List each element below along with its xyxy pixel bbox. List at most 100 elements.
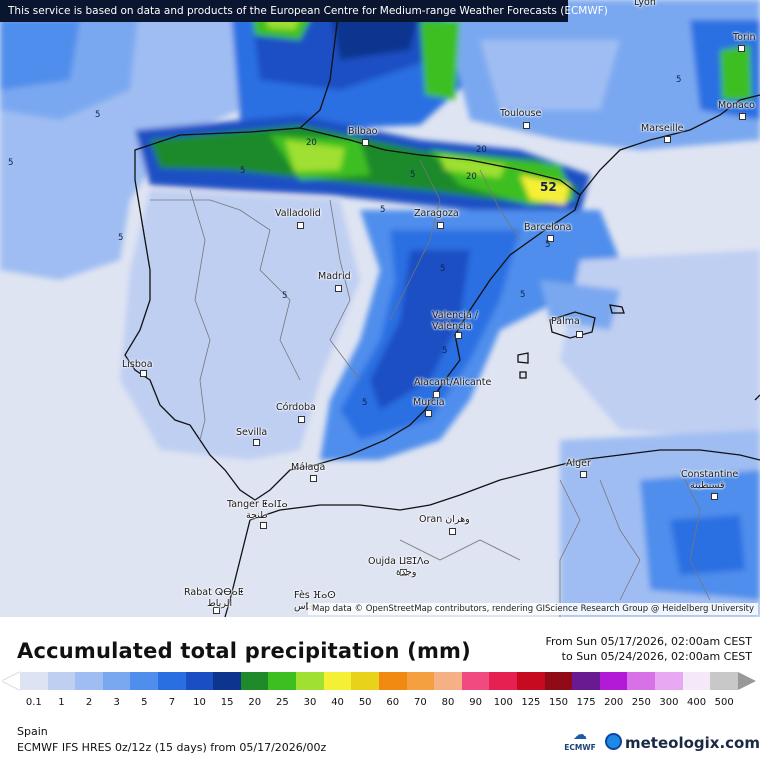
contour-label: 20	[466, 172, 477, 182]
city-marker-oujda	[400, 569, 407, 576]
precipitation-field	[0, 0, 760, 617]
contour-label: 5	[520, 290, 526, 300]
colorbar-tick-label: 500	[714, 697, 734, 708]
city-label-oran: Oran وهران	[419, 514, 470, 525]
colorbar-tick-label: 7	[168, 697, 176, 708]
colorbar-segment	[268, 672, 297, 690]
colorbar-segment	[75, 672, 103, 690]
city-marker-zaragoza	[437, 222, 444, 229]
colorbar-segment	[47, 672, 76, 690]
banner-text: This service is based on data and produc…	[8, 5, 608, 17]
colorbar-segment	[20, 672, 48, 690]
colorbar-tick-label: 5	[141, 697, 148, 708]
city-label-marseille: Marseille	[641, 123, 684, 134]
colorbar-overflow-arrow	[738, 672, 756, 690]
ecmwf-logo: ☁ ECMWF	[563, 727, 597, 759]
contour-label: 5	[676, 75, 682, 85]
city-marker-tanger	[260, 522, 267, 529]
colorbar-segment	[240, 672, 269, 690]
city-label-palma: Palma	[551, 316, 580, 327]
colorbar-tick-label: 400	[687, 697, 707, 708]
colorbar-underflow-arrow	[2, 672, 20, 690]
city-marker-malaga	[310, 475, 317, 482]
contour-label: 5	[410, 170, 416, 180]
colorbar-segment	[682, 672, 711, 690]
colorbar	[20, 672, 738, 690]
colorbar-segment	[185, 672, 214, 690]
city-label-fes-ar: فاس	[294, 601, 314, 612]
city-label-oujda: Oujda ⵡⵓⵊⴷⴰ	[368, 556, 430, 567]
city-label-rabat: Rabat ⵕⴱⴰⵟ	[184, 587, 244, 598]
colorbar-tick-label: 30	[303, 697, 317, 708]
city-label-alicante: Alacant/Alicante	[414, 377, 492, 388]
map-canvas	[0, 0, 760, 617]
contour-label: 20	[476, 145, 487, 155]
colorbar-segment	[102, 672, 131, 690]
colorbar-segment	[213, 672, 241, 690]
city-label-sevilla: Sevilla	[236, 427, 268, 438]
period-to: to Sun 05/24/2026, 02:00am CEST	[561, 650, 752, 663]
city-marker-torino	[738, 45, 745, 52]
city-label-valencia: Valencia / València	[432, 310, 478, 332]
city-marker-alicante	[433, 391, 440, 398]
city-label-murcia: Murcia	[413, 397, 445, 408]
colorbar-segment	[296, 672, 324, 690]
precipitation-map[interactable]: This service is based on data and produc…	[0, 0, 760, 617]
city-label-lisboa: Lisboa	[122, 359, 153, 370]
colorbar-segment	[516, 672, 545, 690]
colorbar-tick-label: 2	[85, 697, 93, 708]
period-from: From Sun 05/17/2026, 02:00am CEST	[545, 635, 752, 648]
map-attribution: Map data © OpenStreetMap contributors, r…	[308, 603, 758, 615]
city-label-madrid: Madrid	[318, 271, 351, 282]
contour-label: 52	[540, 180, 557, 194]
model-label: ECMWF IFS HRES 0z/12z (15 days) from 05/…	[17, 741, 327, 754]
colorbar-tick-label: 70	[414, 697, 427, 708]
contour-label: 5	[380, 205, 386, 215]
city-label-lyon: Lyon	[634, 0, 656, 8]
contour-label: 5	[118, 233, 124, 243]
colorbar-tick-label: 1	[58, 697, 65, 708]
city-label-tanger-ar: طنجة	[246, 510, 268, 521]
city-label-alger: Alger	[566, 458, 591, 469]
legend-panel: Accumulated total precipitation (mm) Fro…	[0, 617, 760, 760]
colorbar-tick-label: 150	[548, 697, 569, 708]
city-label-tanger: Tanger ⵟⴰⵏⵊⴰ	[227, 499, 288, 510]
colorbar-segment	[406, 672, 435, 690]
colorbar-tick-label: 40	[331, 697, 344, 708]
legend-title: Accumulated total precipitation (mm)	[17, 639, 471, 663]
meteologix-icon	[605, 733, 622, 750]
city-label-fes: Fès ⴼⴰⵙ	[294, 590, 336, 601]
colorbar-tick-label: 15	[220, 697, 234, 708]
meteologix-logo[interactable]: meteologix.com	[605, 733, 760, 752]
colorbar-tick-label: 25	[275, 697, 289, 708]
colorbar-tick-label: 200	[604, 697, 624, 708]
city-label-monaco: Monaco	[718, 100, 755, 111]
city-marker-alger	[580, 471, 587, 478]
colorbar-segment	[130, 672, 159, 690]
contour-label: 5	[440, 264, 446, 274]
city-label-valladolid: Valladolid	[275, 208, 321, 219]
colorbar-tick-label: 80	[441, 697, 455, 708]
city-marker-oran	[449, 528, 456, 535]
city-marker-sevilla	[253, 439, 260, 446]
colorbar-segment	[323, 672, 352, 690]
contour-label: 5	[282, 291, 288, 301]
colorbar-tick-label: 10	[193, 697, 206, 708]
coastlines	[124, 0, 760, 617]
colorbar-tick-label: 90	[469, 697, 483, 708]
city-marker-bilbao	[362, 139, 369, 146]
contour-label: 20	[306, 138, 317, 148]
city-marker-lisboa	[140, 370, 147, 377]
city-label-constantine-ar: قسنطينة	[690, 480, 725, 491]
city-marker-valladolid	[297, 222, 304, 229]
colorbar-segment	[627, 672, 656, 690]
colorbar-segment	[489, 672, 517, 690]
colorbar-segment	[434, 672, 462, 690]
colorbar-segment	[572, 672, 600, 690]
city-label-toulouse: Toulouse	[500, 108, 542, 119]
region-label: Spain	[17, 725, 48, 738]
colorbar-segment	[655, 672, 683, 690]
colorbar-segment	[461, 672, 490, 690]
colorbar-labels: 0.1 1 2 3 5 7 10 15 20 25 30 40 50 60 70 80 90 100 125 150 1…	[20, 697, 738, 711]
city-label-bilbao: Bilbao	[348, 126, 378, 137]
